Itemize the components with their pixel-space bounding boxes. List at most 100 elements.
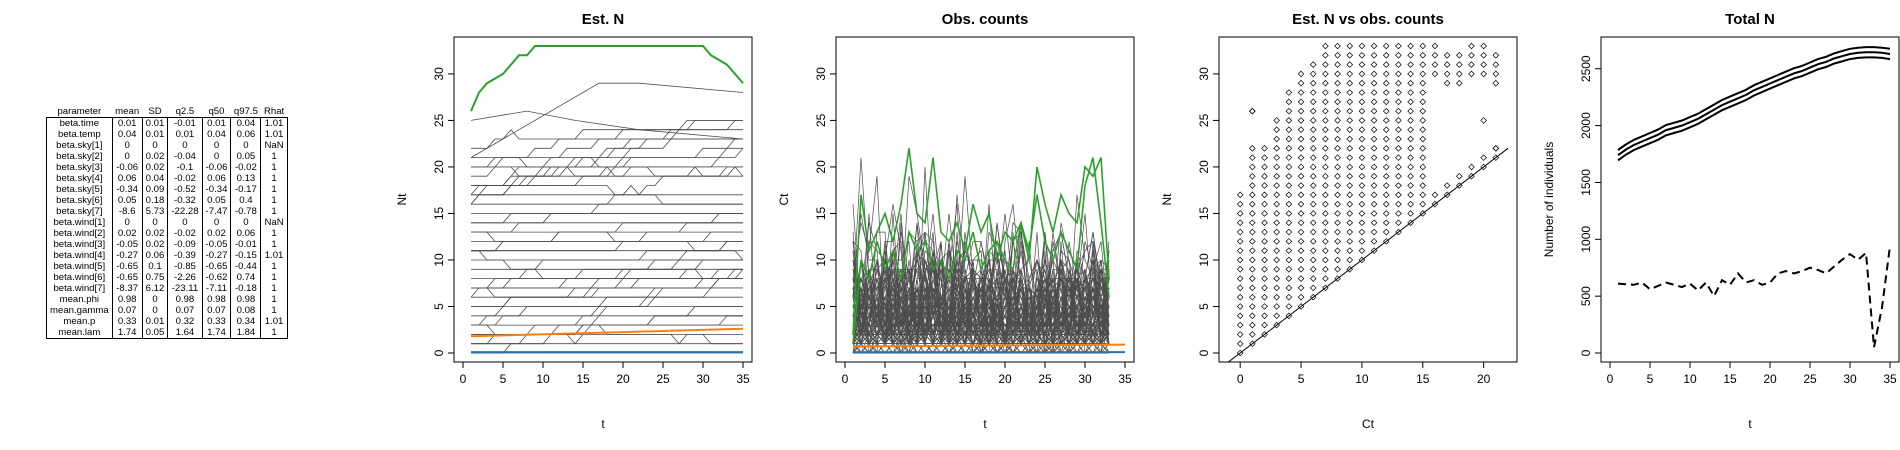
- scatter-point: [1309, 61, 1317, 68]
- y-tick-label: 10: [1197, 253, 1211, 267]
- scatter-point: [1261, 145, 1268, 152]
- x-tick-label: 0: [1607, 372, 1614, 386]
- scatter-point: [1334, 126, 1341, 134]
- site-trajectory: [471, 250, 743, 280]
- scatter-point: [1407, 107, 1414, 115]
- site-trajectory: [471, 231, 744, 261]
- site-trajectory: [471, 231, 743, 252]
- scatter-point: [1309, 200, 1317, 208]
- y-tick-label: 500: [1579, 286, 1593, 306]
- scatter-point: [1236, 238, 1244, 245]
- scatter-point: [1322, 154, 1329, 161]
- plot-frame: [453, 36, 753, 363]
- scatter-point: [1480, 117, 1487, 124]
- scatter-point: [1407, 98, 1414, 106]
- table-row: beta.sky[4] 0.06 0.04 -0.02 0.06 0.13 1: [46, 173, 288, 184]
- x-tick-label: 0: [460, 372, 467, 386]
- scatter-point: [1249, 191, 1256, 199]
- scatter-point: [1346, 126, 1354, 134]
- scatter-point: [1492, 79, 1500, 87]
- x-axis-label: t: [1748, 417, 1752, 431]
- count-trajectory: [852, 213, 1110, 345]
- scatter-point: [1407, 163, 1414, 171]
- scatter-point: [1346, 52, 1354, 59]
- scatter-point: [1346, 70, 1354, 78]
- scatter-point: [1249, 200, 1256, 208]
- scatter-point: [1443, 52, 1451, 59]
- scatter-point: [1297, 293, 1305, 301]
- table-row: beta.time 0.01 0.01 -0.01 0.01 0.04 1.01: [46, 117, 288, 129]
- scatter-point: [1322, 172, 1329, 180]
- table-cell: 1: [260, 327, 288, 339]
- table-cell: 1: [260, 283, 288, 294]
- scatter-point: [1370, 172, 1378, 180]
- table-row: mean.gamma 0.07 0 0.07 0.07 0.08 1: [46, 305, 288, 316]
- scatter-point: [1370, 200, 1378, 208]
- chart-panel-4: Total N t Number of individuals 0 5 10 15 20 25 3…: [1542, 11, 1900, 431]
- scatter-point: [1261, 303, 1268, 310]
- site-trajectory: [471, 287, 743, 298]
- table-row: mean.phi 0.98 0 0.98 0.98 0.98 1: [46, 294, 288, 305]
- scatter-point: [1309, 210, 1317, 217]
- scatter-point: [1322, 256, 1329, 264]
- reference-line: [1227, 147, 1509, 362]
- scatter-point: [1297, 200, 1305, 208]
- scatter-point: [1273, 228, 1280, 236]
- site-trajectory: [471, 213, 743, 224]
- scatter-point: [1261, 219, 1268, 227]
- scatter-point: [1395, 117, 1402, 124]
- scatter-point: [1370, 52, 1378, 59]
- table-cell: -0.85: [167, 261, 203, 272]
- scatter-point: [1407, 200, 1414, 208]
- scatter-point: [1322, 52, 1329, 59]
- site-trajectory: [470, 110, 744, 140]
- scatter-point: [1334, 265, 1341, 273]
- scatter-point: [1261, 238, 1268, 245]
- scatter-point: [1322, 228, 1329, 236]
- y-axis-label: Ct: [777, 193, 791, 206]
- scatter-point: [1273, 135, 1280, 143]
- scatter-point: [1273, 256, 1280, 264]
- x-tick-label: 20: [1477, 372, 1491, 386]
- scatter-point: [1249, 256, 1256, 264]
- scatter-point: [1346, 42, 1354, 50]
- table-cell: 1: [260, 261, 288, 272]
- table-header-cell: Rhat: [263, 106, 285, 117]
- scatter-point: [1249, 321, 1256, 329]
- table-cell: -0.05: [111, 239, 143, 250]
- y-tick-label: 15: [1197, 206, 1211, 220]
- scatter-point: [1395, 79, 1402, 87]
- scatter-point: [1334, 210, 1341, 217]
- scatter-point: [1297, 265, 1305, 273]
- site-trajectory: [470, 138, 743, 205]
- scatter-point: [1322, 107, 1329, 115]
- scatter-point: [1382, 117, 1390, 124]
- scatter-point: [1297, 172, 1305, 180]
- scatter-point: [1236, 247, 1244, 254]
- scatter-point: [1395, 219, 1402, 227]
- scatter-point: [1346, 191, 1354, 199]
- scatter-point: [1322, 145, 1329, 152]
- table-header-row: parameter mean SD q2.5 q50 q97.5 Rhat: [47, 107, 288, 118]
- table-cell: -0.27: [111, 250, 143, 261]
- scatter-point: [1334, 89, 1341, 96]
- y-tick-label: 1000: [1579, 226, 1593, 253]
- scatter-point: [1236, 312, 1244, 320]
- scatter-point: [1382, 228, 1390, 236]
- scatter-point: [1297, 135, 1305, 143]
- scatter-point: [1358, 42, 1366, 50]
- scatter-point: [1370, 191, 1378, 199]
- scatter-point: [1273, 126, 1280, 134]
- table-cell: 0: [111, 151, 143, 162]
- scatter-point: [1273, 200, 1280, 208]
- x-tick-label: 10: [1683, 372, 1697, 386]
- scatter-point: [1480, 70, 1487, 78]
- x-tick-label: 25: [656, 372, 670, 386]
- scatter-point: [1334, 42, 1341, 50]
- scatter-point: [1370, 117, 1378, 124]
- x-tick-label: 5: [1647, 372, 1654, 386]
- y-axis-label: Number of individuals: [1542, 142, 1556, 257]
- scatter-point: [1334, 238, 1341, 245]
- table-cell: 0.04: [111, 129, 143, 140]
- scatter-point: [1273, 303, 1280, 310]
